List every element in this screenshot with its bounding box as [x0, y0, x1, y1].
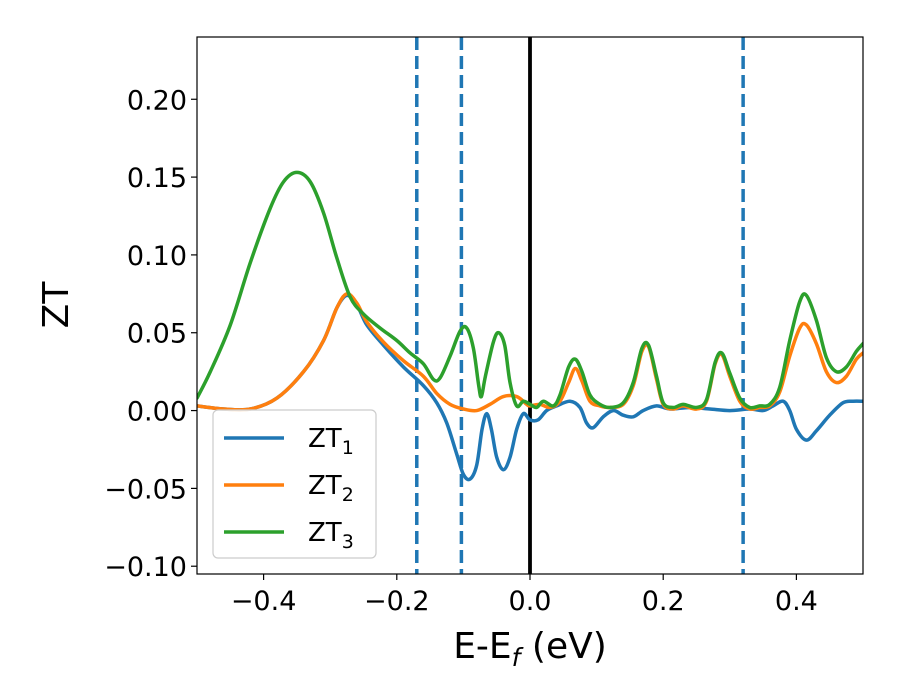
- y-tick-label: −0.05: [104, 474, 187, 505]
- vertical-lines: [415, 37, 745, 574]
- x-tick-label: −0.4: [231, 586, 297, 617]
- y-tick-label: 0.15: [127, 163, 187, 194]
- y-tick-label: −0.10: [104, 552, 187, 583]
- series-lines: [197, 170, 863, 482]
- y-tick-label: 0.10: [127, 241, 187, 272]
- x-tick-label: 0.0: [509, 586, 552, 617]
- y-axis-label: ZT: [36, 281, 77, 329]
- y-tick-label: 0.05: [127, 319, 187, 350]
- series-line-zt3: [197, 170, 863, 410]
- legend-label-zt2: ZT2: [308, 471, 354, 506]
- x-axis-ticks: −0.4 −0.2 0.0 0.2 0.4: [231, 574, 818, 617]
- legend-label-zt3: ZT3: [308, 518, 354, 553]
- x-tick-label: 0.4: [775, 586, 818, 617]
- legend-label-zt1: ZT1: [308, 424, 354, 459]
- y-tick-label: 0.20: [127, 85, 187, 116]
- legend-box: [212, 409, 377, 559]
- x-tick-label: −0.2: [364, 586, 430, 617]
- legend: ZT1 ZT2 ZT3: [212, 409, 377, 559]
- x-axis-label: E-Ef (eV): [453, 626, 607, 672]
- x-tick-label: 0.2: [642, 586, 685, 617]
- y-axis-ticks: −0.10 −0.05 0.00 0.05 0.10 0.15 0.20: [104, 85, 197, 583]
- y-tick-label: 0.00: [127, 397, 187, 428]
